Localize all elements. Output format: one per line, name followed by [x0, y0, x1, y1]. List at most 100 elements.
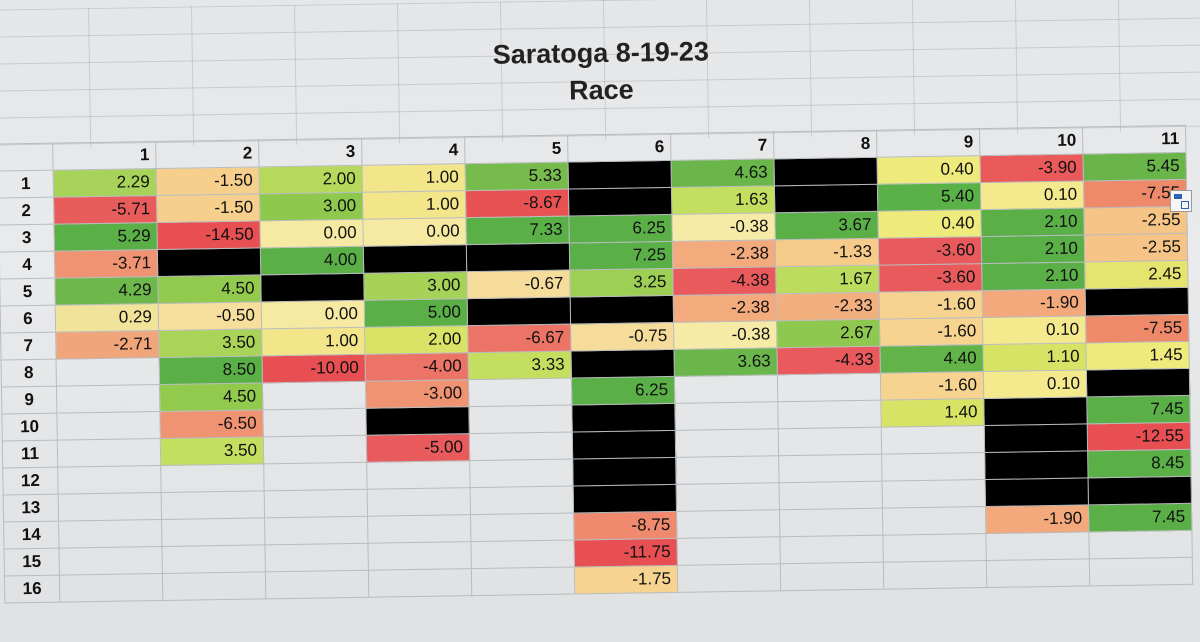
- table-cell[interactable]: [470, 513, 574, 542]
- table-cell[interactable]: [568, 187, 672, 217]
- table-cell[interactable]: [571, 403, 676, 433]
- table-cell[interactable]: -3.60: [878, 236, 982, 266]
- table-cell[interactable]: [572, 457, 677, 487]
- table-cell[interactable]: [780, 562, 884, 591]
- table-cell[interactable]: 3.33: [467, 351, 572, 380]
- table-cell[interactable]: 3.50: [158, 328, 263, 358]
- table-cell[interactable]: [675, 455, 780, 485]
- table-cell[interactable]: [468, 405, 573, 434]
- table-cell[interactable]: [263, 435, 367, 464]
- table-cell[interactable]: [567, 160, 672, 190]
- table-cell[interactable]: -3.00: [365, 379, 469, 409]
- table-cell[interactable]: [778, 427, 882, 456]
- table-cell[interactable]: -3.60: [878, 263, 983, 293]
- table-cell[interactable]: [674, 374, 778, 404]
- table-cell[interactable]: [161, 517, 265, 547]
- table-cell[interactable]: -3.71: [54, 249, 158, 279]
- table-cell[interactable]: [264, 516, 368, 545]
- table-cell[interactable]: -4.00: [364, 352, 469, 382]
- table-cell[interactable]: [570, 349, 675, 379]
- table-cell[interactable]: 0.10: [982, 315, 1086, 345]
- table-cell[interactable]: -14.50: [156, 220, 261, 250]
- table-cell[interactable]: -1.60: [880, 371, 984, 401]
- table-cell[interactable]: [162, 571, 266, 601]
- table-cell[interactable]: [774, 184, 878, 213]
- table-cell[interactable]: [368, 568, 472, 598]
- table-cell[interactable]: [58, 546, 163, 576]
- table-cell[interactable]: 4.29: [54, 276, 159, 306]
- table-cell[interactable]: [365, 406, 470, 436]
- table-cell[interactable]: 5.29: [53, 222, 158, 252]
- quick-analysis-icon[interactable]: [1170, 190, 1192, 212]
- table-cell[interactable]: [264, 489, 368, 518]
- table-cell[interactable]: -1.90: [982, 288, 1086, 318]
- table-cell[interactable]: 8.45: [1087, 449, 1192, 478]
- table-cell[interactable]: [779, 535, 884, 564]
- table-cell[interactable]: -1.60: [879, 317, 983, 347]
- table-cell[interactable]: 5.00: [364, 298, 468, 328]
- table-cell[interactable]: -1.90: [985, 504, 1089, 534]
- table-cell[interactable]: [263, 462, 368, 491]
- table-cell[interactable]: -2.71: [55, 330, 160, 360]
- table-cell[interactable]: 3.63: [673, 347, 778, 377]
- table-cell[interactable]: 5.45: [1082, 152, 1187, 181]
- table-cell[interactable]: [983, 396, 1088, 426]
- table-cell[interactable]: -10.00: [262, 354, 366, 383]
- table-cell[interactable]: 5.33: [465, 162, 569, 191]
- table-cell[interactable]: [367, 514, 471, 544]
- table-cell[interactable]: [161, 544, 266, 574]
- table-cell[interactable]: -2.38: [673, 293, 777, 323]
- table-cell[interactable]: -0.38: [671, 212, 776, 242]
- table-cell[interactable]: [778, 454, 883, 483]
- table-cell[interactable]: -12.55: [1087, 422, 1191, 451]
- table-cell[interactable]: -1.60: [879, 290, 983, 320]
- table-cell[interactable]: -2.33: [776, 292, 880, 321]
- table-cell[interactable]: 2.00: [259, 165, 363, 194]
- table-cell[interactable]: 0.10: [983, 369, 1087, 399]
- table-cell[interactable]: [469, 459, 574, 488]
- table-cell[interactable]: [467, 297, 571, 326]
- table-cell[interactable]: [363, 244, 467, 274]
- table-cell[interactable]: -2.38: [672, 239, 776, 269]
- table-cell[interactable]: [1085, 287, 1189, 316]
- table-cell[interactable]: 6.25: [568, 214, 673, 244]
- table-cell[interactable]: -1.50: [156, 193, 260, 223]
- table-cell[interactable]: [676, 482, 780, 512]
- table-cell[interactable]: [882, 479, 986, 509]
- table-cell[interactable]: 4.00: [260, 246, 364, 275]
- table-cell[interactable]: 4.50: [159, 382, 263, 412]
- table-cell[interactable]: [56, 357, 160, 387]
- table-cell[interactable]: 4.40: [879, 344, 984, 374]
- table-cell[interactable]: [58, 519, 162, 549]
- table-cell[interactable]: 0.10: [980, 180, 1084, 210]
- table-cell[interactable]: [470, 540, 575, 569]
- table-cell[interactable]: 2.67: [776, 319, 880, 348]
- table-cell[interactable]: 7.33: [465, 216, 570, 245]
- table-cell[interactable]: -4.33: [776, 346, 881, 375]
- table-cell[interactable]: [573, 484, 677, 514]
- table-cell[interactable]: [366, 460, 471, 490]
- table-cell[interactable]: [367, 487, 471, 517]
- table-cell[interactable]: [883, 560, 987, 590]
- table-cell[interactable]: -1.33: [775, 238, 879, 267]
- table-cell[interactable]: [367, 541, 472, 571]
- table-cell[interactable]: [986, 558, 1090, 588]
- table-cell[interactable]: -0.75: [570, 322, 674, 352]
- table-cell[interactable]: -6.50: [159, 409, 264, 439]
- table-cell[interactable]: -0.50: [158, 301, 262, 331]
- table-cell[interactable]: [675, 428, 779, 458]
- table-cell[interactable]: [1089, 557, 1193, 586]
- table-cell[interactable]: 0.29: [55, 303, 159, 333]
- table-cell[interactable]: [470, 486, 574, 515]
- table-cell[interactable]: 3.25: [569, 268, 674, 298]
- table-cell[interactable]: 1.40: [880, 398, 985, 428]
- table-cell[interactable]: [779, 508, 883, 537]
- table-cell[interactable]: [677, 563, 781, 593]
- table-cell[interactable]: 0.40: [877, 209, 982, 239]
- table-cell[interactable]: 3.00: [363, 271, 468, 301]
- table-cell[interactable]: [570, 295, 674, 325]
- table-cell[interactable]: -3.90: [979, 153, 1084, 183]
- table-cell[interactable]: [676, 536, 781, 566]
- table-cell[interactable]: -0.67: [466, 270, 571, 299]
- table-cell[interactable]: 2.10: [981, 261, 1086, 291]
